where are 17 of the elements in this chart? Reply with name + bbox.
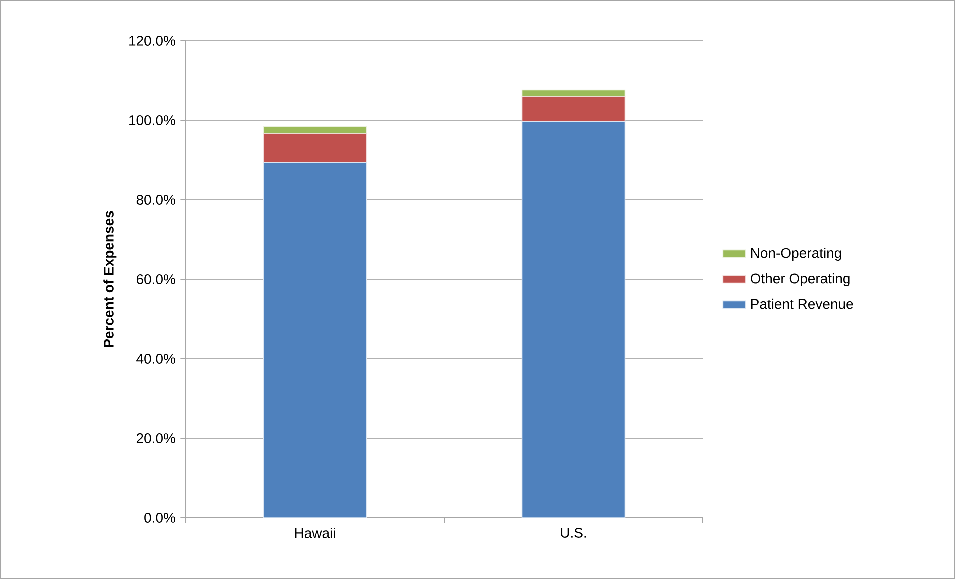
y-axis-title: Percent of Expenses	[104, 211, 117, 348]
x-tick-label: Hawaii	[295, 528, 336, 538]
y-tick-label: 0.0%	[144, 513, 176, 523]
x-tick-label: U.S.	[561, 528, 586, 538]
y-tick-label: 20.0%	[136, 434, 176, 444]
bar	[522, 96, 626, 122]
y-tick-label: 40.0%	[136, 354, 176, 364]
bar	[263, 162, 368, 518]
legend-label: Other Operating	[751, 273, 850, 286]
bar	[522, 121, 626, 518]
y-tick-label: 60.0%	[136, 274, 176, 284]
y-tick-label: 80.0%	[136, 195, 176, 205]
legend-label: Non-Operating	[751, 248, 842, 261]
y-tick-label: 120.0%	[130, 36, 176, 46]
legend-label: Patient Revenue	[751, 298, 854, 310]
y-tick-label: 100.0%	[130, 116, 176, 126]
bar	[263, 134, 368, 164]
